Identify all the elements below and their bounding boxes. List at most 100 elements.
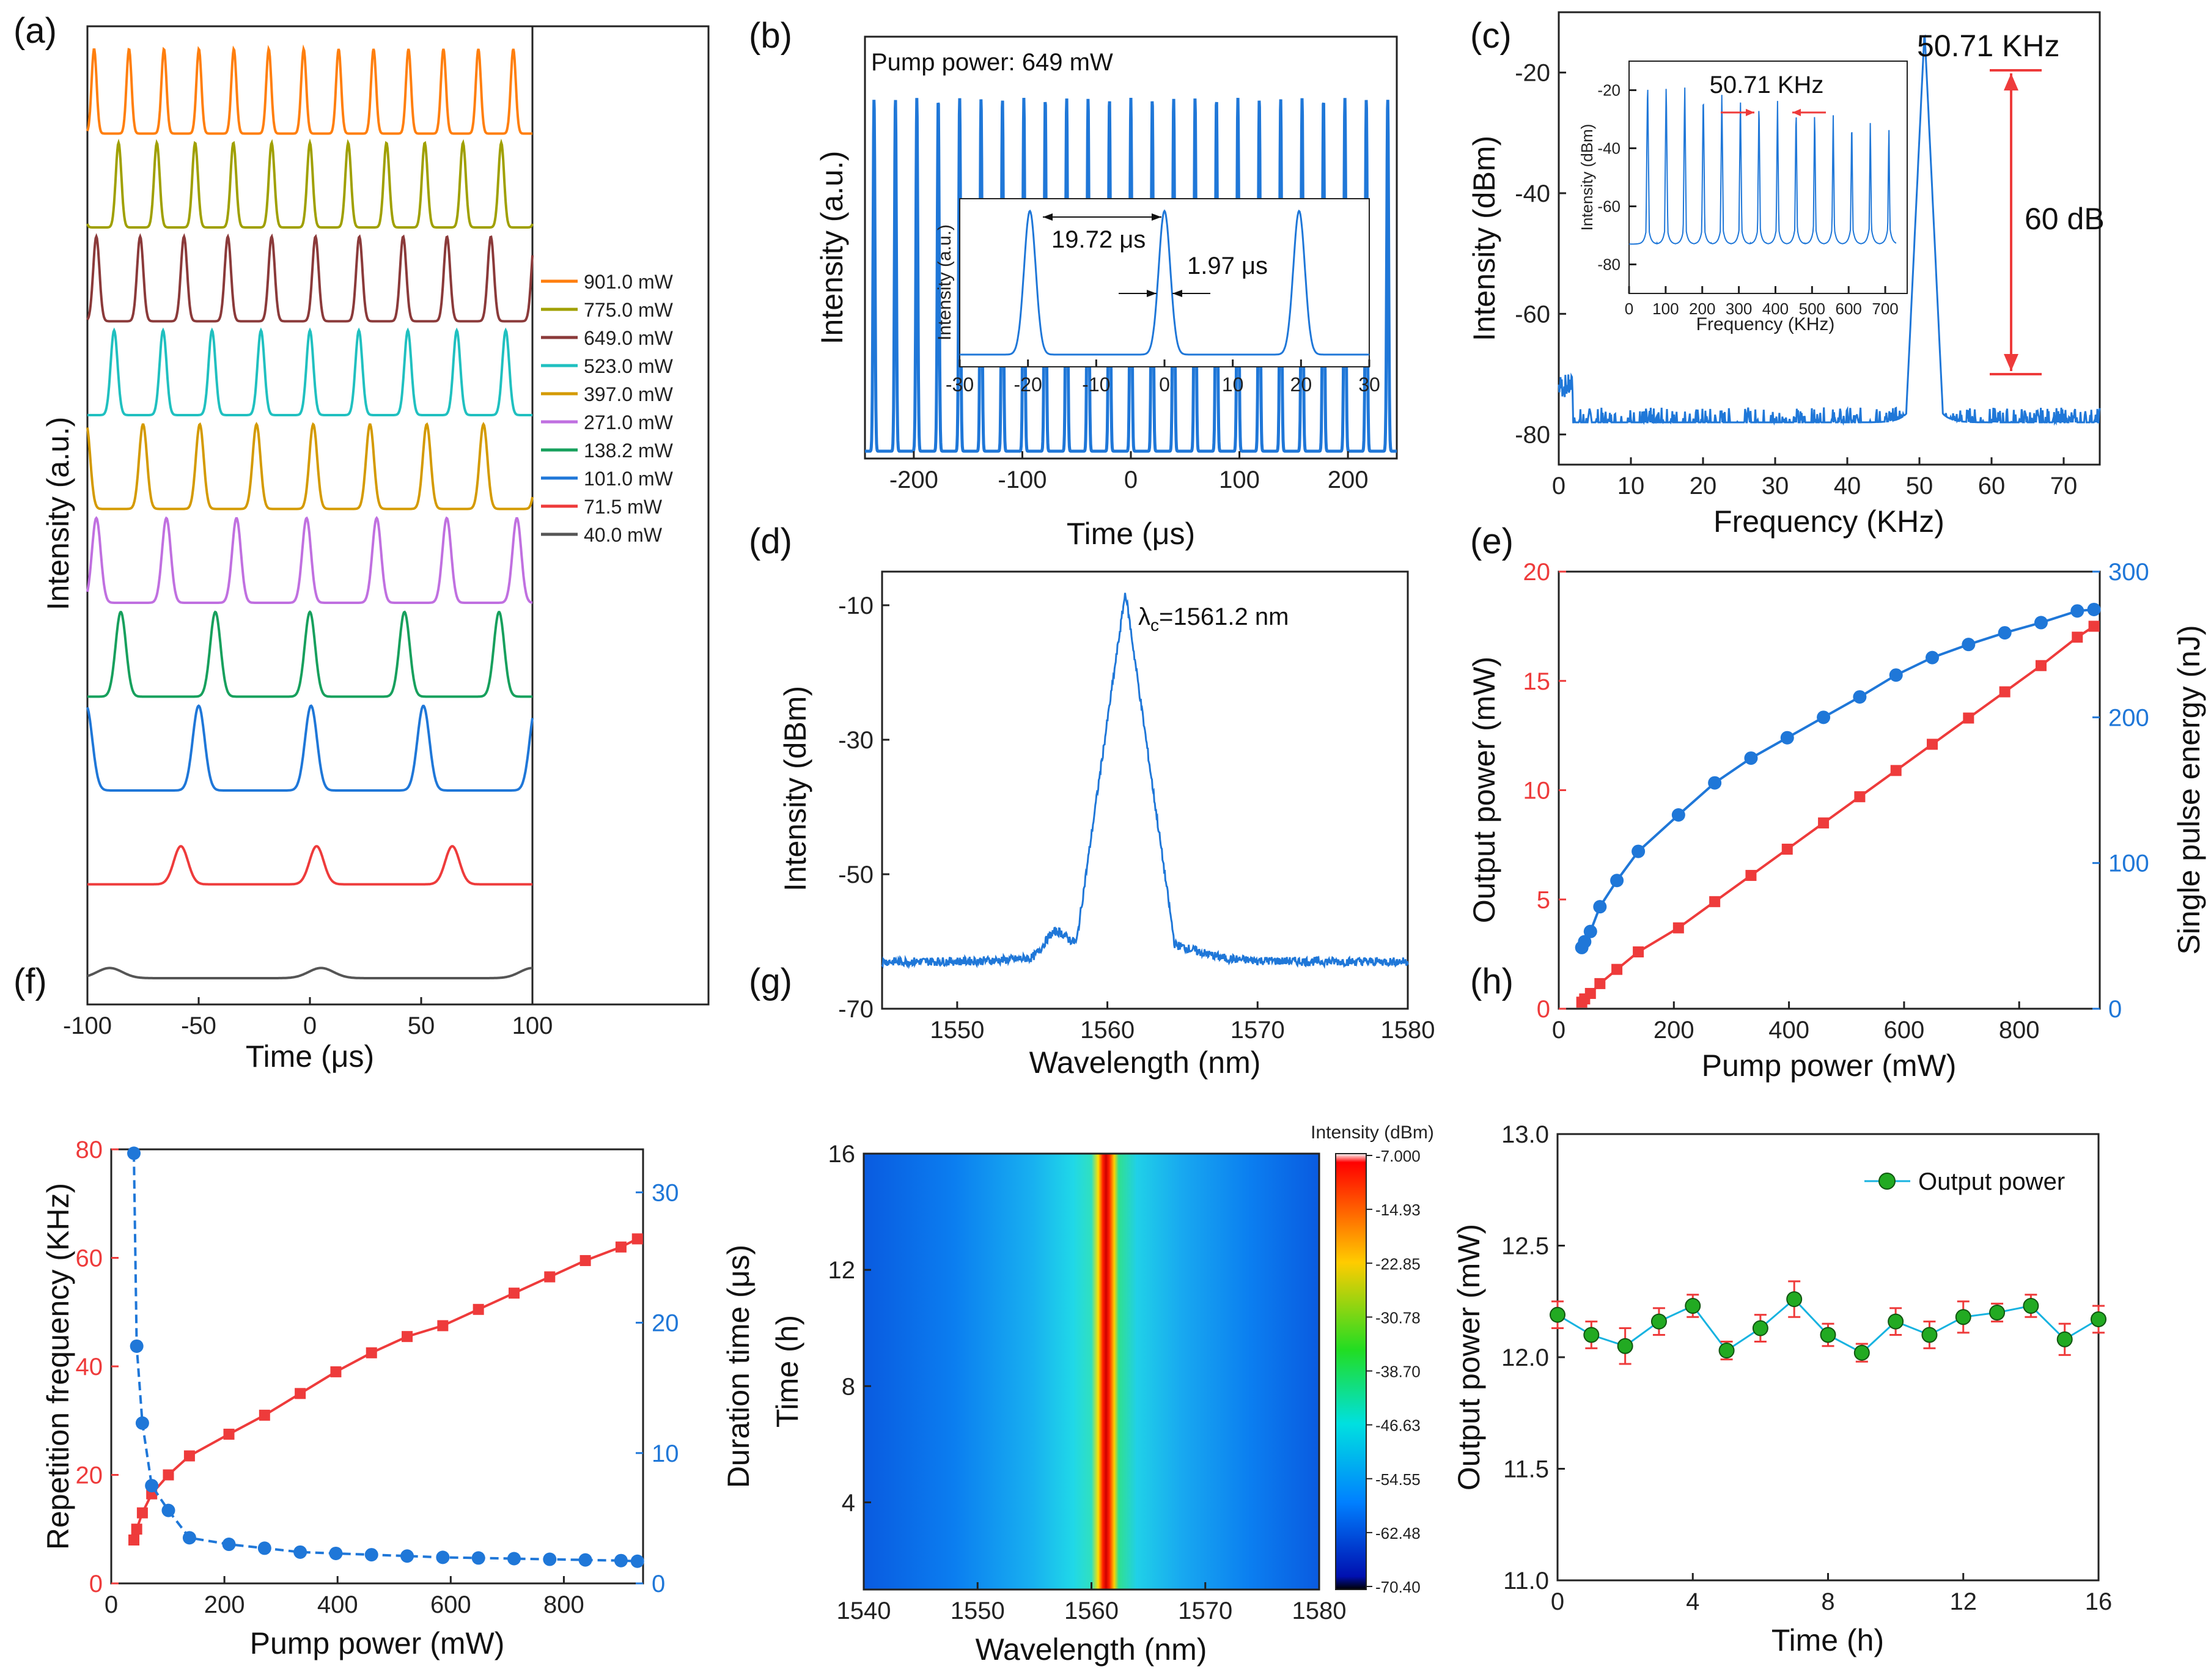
chart-e-line-0 bbox=[1581, 625, 2095, 1003]
chart-c-frame bbox=[1558, 11, 2101, 466]
chart-b-xtick-label-4: 200 bbox=[1328, 466, 1369, 493]
chart-f-point-0-15 bbox=[544, 1271, 556, 1283]
chart-e-xlabel: Pump power (mW) bbox=[1702, 1048, 1957, 1083]
chart-h-xtick-label-2: 8 bbox=[1821, 1588, 1834, 1615]
chart-c-inset-series bbox=[1629, 87, 1897, 245]
chart-f-xlabel: Pump power (mW) bbox=[250, 1626, 505, 1660]
chart-f-point-0-13 bbox=[473, 1303, 484, 1315]
chart-a-xtick-label-2: 0 bbox=[303, 1012, 317, 1039]
chart-b-xtick-label-1: -100 bbox=[998, 466, 1047, 493]
chart-h-series bbox=[1550, 1280, 2106, 1365]
panel-label-f: (f) bbox=[13, 962, 47, 1001]
chart-b-inset-xtick-label-1: -20 bbox=[1014, 374, 1042, 396]
chart-d-peak-label: λc=1561.2 nm bbox=[1138, 603, 1289, 635]
chart-e-yticks: 0 5 10 15 20 bbox=[1523, 559, 1566, 1023]
chart-f-point-1-5 bbox=[182, 1531, 196, 1545]
chart-g-colorbar-tick-label-1: -14.93 bbox=[1375, 1201, 1421, 1219]
chart-c-inset-trace bbox=[1629, 87, 1897, 245]
chart-f-point-0-0 bbox=[128, 1534, 140, 1546]
chart-f-point-0-14 bbox=[508, 1288, 520, 1299]
chart-g-colorbar-tick-label-8: -70.40 bbox=[1375, 1578, 1421, 1596]
chart-c-xtick-label-2: 20 bbox=[1690, 473, 1717, 499]
chart-a-series-8 bbox=[87, 845, 532, 886]
chart-f-point-0-16 bbox=[579, 1254, 591, 1266]
chart-c-inset-ylabel: Intensity (dBm) bbox=[1578, 124, 1596, 231]
chart-f-ytick-label-0: 0 bbox=[89, 1571, 103, 1597]
chart-e-point-1-3 bbox=[1593, 900, 1607, 914]
chart-f-point-0-4 bbox=[163, 1469, 174, 1481]
chart-c-ytick-label-3: -80 bbox=[1515, 422, 1550, 449]
chart-b-inset-xtick-label-5: 20 bbox=[1290, 374, 1312, 396]
chart-g-colorbar-tick-label-2: -22.85 bbox=[1375, 1254, 1421, 1273]
chart-c-inset-ytick-label-2: -60 bbox=[1597, 197, 1621, 216]
chart-e-point-0-5 bbox=[1633, 946, 1644, 958]
chart-c-xtick-label-7: 70 bbox=[2050, 473, 2078, 499]
chart-a-series-5 bbox=[86, 516, 533, 604]
chart-f-xtick-label-4: 800 bbox=[543, 1591, 584, 1618]
chart-h-point-1 bbox=[1583, 1327, 1600, 1343]
chart-f-point-1-16 bbox=[578, 1553, 592, 1567]
chart-e-point-0-10 bbox=[1818, 817, 1830, 829]
chart-c-inset-xtick-label-3: 300 bbox=[1726, 300, 1752, 318]
chart-b-ylabel: Intensity (a.u.) bbox=[815, 151, 849, 345]
chart-g-colorbar-tick-label-3: -30.78 bbox=[1375, 1308, 1421, 1327]
chart-e-xticks: 0 200 400 600 800 bbox=[1552, 1001, 2040, 1044]
chart-e-point-0-12 bbox=[1890, 765, 1902, 776]
chart-a-legend-label-1: 775.0 mW bbox=[584, 299, 674, 321]
chart-c-inset-xlabel: Frequency (KHz) bbox=[1696, 314, 1835, 334]
chart-f-point-0-7 bbox=[259, 1409, 270, 1421]
chart-e-point-1-17 bbox=[2070, 604, 2084, 618]
chart-g-colorbar bbox=[1335, 1153, 1367, 1590]
chart-f-point-1-18 bbox=[630, 1554, 644, 1568]
chart-c-xtick-label-0: 0 bbox=[1552, 473, 1565, 499]
chart-d-xtick-label-2: 1570 bbox=[1231, 1017, 1285, 1044]
chart-f: 0 200 400 600 800 0 20 40 60 80 0 10 20 30 Pump pow… bbox=[41, 1137, 756, 1660]
chart-c-snr-arrow-top-head bbox=[2004, 73, 2018, 90]
chart-b-xlabel: Time (μs) bbox=[1067, 517, 1195, 551]
chart-h-xtick-label-4: 16 bbox=[2085, 1588, 2113, 1615]
chart-g-ytick-label-3: 16 bbox=[828, 1141, 856, 1168]
chart-a-xtick-label-3: 50 bbox=[408, 1012, 435, 1039]
chart-c-ytick-label-1: -40 bbox=[1515, 180, 1550, 207]
chart-f-y2label: Duration time (μs) bbox=[721, 1245, 756, 1488]
chart-f-point-1-14 bbox=[507, 1552, 521, 1566]
chart-g-ytick-label-2: 12 bbox=[828, 1257, 856, 1284]
chart-e-point-0-2 bbox=[1584, 987, 1596, 999]
chart-h-ytick-label-2: 12.0 bbox=[1501, 1344, 1549, 1371]
chart-d-ytick-label-0: -10 bbox=[838, 592, 874, 619]
chart-c: 0 10 20 30 40 50 60 70 -20 -40 -60 -80 Frequency (… bbox=[1467, 11, 2105, 539]
chart-f-point-1-11 bbox=[400, 1549, 414, 1563]
chart-f-point-0-1 bbox=[131, 1523, 142, 1535]
chart-f-y2ticks: 0 10 20 30 bbox=[636, 1179, 679, 1597]
chart-e-series bbox=[1575, 602, 2101, 1008]
chart-f-ytick-label-1: 20 bbox=[76, 1462, 103, 1489]
chart-h-point-2 bbox=[1617, 1338, 1633, 1354]
chart-d-trace bbox=[881, 592, 1409, 970]
chart-h-ylabel: Output power (mW) bbox=[1452, 1224, 1486, 1490]
chart-b-width-arrow-left-head bbox=[1147, 290, 1157, 297]
chart-h-point-6 bbox=[1752, 1320, 1768, 1336]
chart-c-inset-xtick-label-4: 400 bbox=[1762, 300, 1789, 318]
chart-g-xtick-label-4: 1580 bbox=[1292, 1597, 1347, 1624]
panel-label-b: (b) bbox=[749, 16, 792, 56]
chart-e-point-1-4 bbox=[1610, 874, 1624, 888]
chart-f-ytick-label-2: 40 bbox=[76, 1354, 103, 1380]
chart-e-point-0-16 bbox=[2035, 660, 2047, 671]
chart-e-point-0-4 bbox=[1611, 963, 1623, 975]
chart-e-xtick-label-1: 200 bbox=[1654, 1017, 1694, 1044]
chart-c-inset-spacing-label: 50.71 KHz bbox=[1710, 72, 1824, 98]
chart-c-inset-ytick-label-0: -20 bbox=[1597, 81, 1621, 100]
chart-a-frame bbox=[86, 25, 710, 1006]
chart-e-point-1-13 bbox=[1926, 650, 1940, 665]
chart-g-colorbar-title: Intensity (dBm) bbox=[1311, 1122, 1434, 1143]
chart-e-ytick-label-3: 15 bbox=[1523, 668, 1551, 695]
chart-b-inset-trace bbox=[960, 209, 1369, 356]
chart-e-frame bbox=[1558, 570, 2101, 1010]
chart-c-inset-ytick-label-3: -80 bbox=[1597, 256, 1621, 274]
chart-e-point-0-7 bbox=[1709, 896, 1721, 907]
chart-h-xtick-label-0: 0 bbox=[1551, 1588, 1564, 1615]
chart-c-peak-label: 50.71 KHz bbox=[1917, 29, 2059, 63]
chart-e-point-1-1 bbox=[1578, 935, 1592, 949]
chart-f-yticks: 0 20 40 60 80 bbox=[76, 1137, 119, 1597]
chart-c-snr-label: 60 dB bbox=[2025, 202, 2105, 236]
